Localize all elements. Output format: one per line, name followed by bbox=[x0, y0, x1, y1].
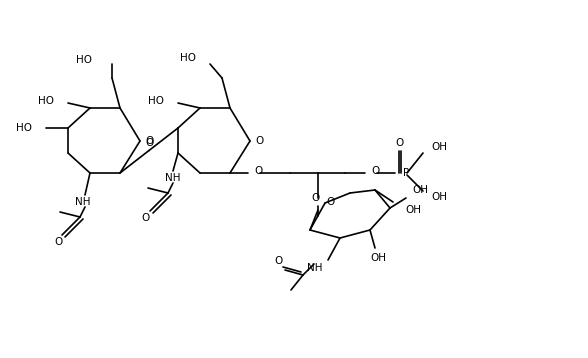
Text: HO: HO bbox=[148, 96, 164, 106]
Text: O: O bbox=[142, 213, 150, 223]
Text: HO: HO bbox=[38, 96, 54, 106]
Text: NH: NH bbox=[308, 263, 323, 273]
Text: O: O bbox=[255, 136, 263, 146]
Text: HO: HO bbox=[180, 53, 196, 63]
Text: O: O bbox=[396, 138, 404, 148]
Text: O: O bbox=[371, 166, 379, 176]
Text: NH: NH bbox=[165, 173, 181, 183]
Text: O: O bbox=[326, 197, 334, 207]
Text: OH: OH bbox=[370, 253, 386, 263]
Text: HO: HO bbox=[16, 123, 32, 133]
Text: OH: OH bbox=[412, 185, 428, 195]
Text: P: P bbox=[403, 168, 409, 178]
Text: NH: NH bbox=[75, 197, 91, 207]
Text: O: O bbox=[145, 137, 153, 147]
Text: O: O bbox=[145, 136, 153, 146]
Text: O: O bbox=[312, 193, 320, 203]
Text: OH: OH bbox=[431, 192, 447, 202]
Text: HO: HO bbox=[76, 55, 92, 65]
Text: OH: OH bbox=[431, 142, 447, 152]
Text: O: O bbox=[254, 166, 262, 176]
Text: O: O bbox=[275, 256, 283, 266]
Text: O: O bbox=[54, 237, 62, 247]
Text: OH: OH bbox=[405, 205, 421, 215]
